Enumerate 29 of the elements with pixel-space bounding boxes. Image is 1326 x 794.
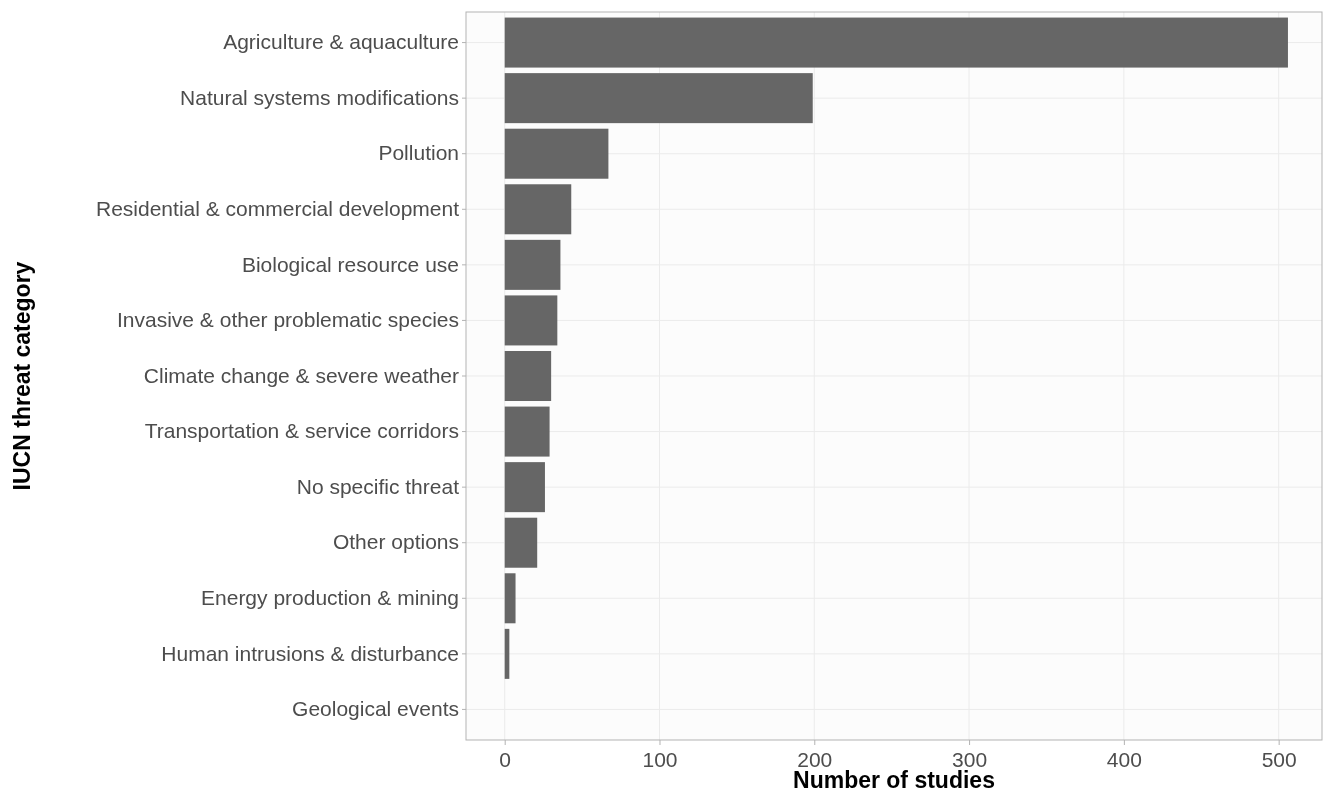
bar xyxy=(504,239,561,290)
y-tick-label: No specific threat xyxy=(296,474,460,498)
y-tick-label: Pollution xyxy=(378,141,459,165)
bar xyxy=(504,517,538,568)
bar xyxy=(504,295,558,346)
y-tick-label: Agriculture & aquaculture xyxy=(223,30,459,54)
bar xyxy=(504,350,552,402)
y-tick-label: Residential & commercial development xyxy=(96,197,460,220)
bar xyxy=(504,573,516,624)
y-tick-label: Biological resource use xyxy=(241,252,459,276)
y-tick-label: Natural systems modifications xyxy=(180,85,459,109)
bar xyxy=(504,406,550,457)
y-tick-label: Transportation & service corridors xyxy=(144,419,459,443)
y-axis-title: IUCN threat category xyxy=(9,261,35,491)
bar xyxy=(504,462,545,513)
y-tick-label: Climate change & severe weather xyxy=(143,363,459,387)
bar xyxy=(504,128,609,179)
bar xyxy=(504,17,1288,68)
y-tick-label: Invasive & other problematic species xyxy=(117,308,459,332)
y-tick-label: Energy production & mining xyxy=(201,586,459,610)
bar xyxy=(504,184,572,235)
x-tick-label: 0 xyxy=(499,747,512,771)
x-tick-label: 500 xyxy=(1261,747,1297,771)
y-tick-label: Other options xyxy=(332,530,459,554)
bar xyxy=(504,73,813,124)
x-tick-label: 100 xyxy=(642,747,678,771)
y-tick-label: Human intrusions & disturbance xyxy=(161,641,459,665)
y-tick-label: Geological events xyxy=(292,697,459,721)
x-tick-label: 400 xyxy=(1106,747,1142,771)
